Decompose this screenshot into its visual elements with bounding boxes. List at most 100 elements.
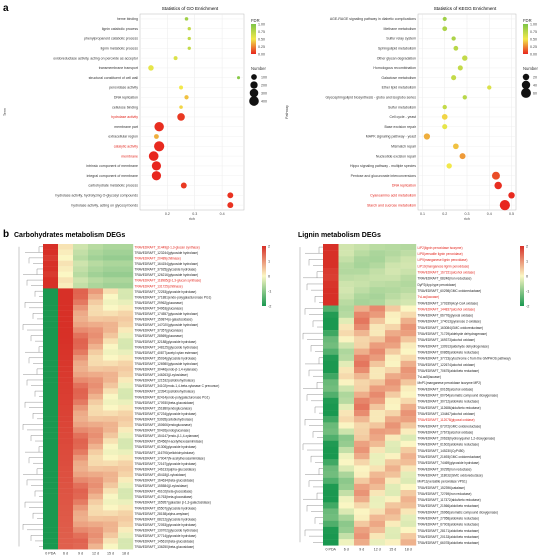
carb-heatmap-cell bbox=[118, 404, 134, 411]
lignin-gene-label: MnP1(manganese peroxidase isozyme MP2) bbox=[418, 381, 482, 385]
carb-heatmap-cell bbox=[88, 316, 104, 322]
lignin-gene-label: LiP8(versatile lignin peroxidase) bbox=[418, 252, 463, 256]
carb-heatmap-cell bbox=[88, 449, 104, 456]
carb-gene-label: TRAVEDRAFT_146133(alpha-glucosidase) bbox=[135, 467, 196, 471]
carb-heatmap-cell bbox=[118, 321, 134, 328]
go-legend-number-label: 200 bbox=[261, 83, 267, 87]
carb-heatmap-cell bbox=[103, 454, 119, 461]
carb-heatmap-cell bbox=[58, 321, 74, 328]
go-data-point bbox=[184, 17, 189, 21]
carb-gene-label: TRAVEDRAFT_146263(β-xylosidase) bbox=[135, 373, 188, 377]
lignin-heatmap-cell bbox=[369, 483, 386, 491]
lignin-heatmap-cell bbox=[385, 502, 401, 509]
carb-heatmap-cell bbox=[73, 349, 89, 356]
carb-heatmap-cell bbox=[88, 327, 104, 333]
lignin-heatmap-cell bbox=[369, 354, 386, 362]
carb-heatmap-cell bbox=[88, 244, 104, 250]
lignin-heatmap-cell bbox=[323, 453, 339, 460]
lignin-heatmap-cell bbox=[338, 446, 355, 454]
lignin-heatmap-cell bbox=[338, 280, 355, 288]
carb-heatmap-cell bbox=[118, 316, 134, 322]
carb-heatmap-cell bbox=[103, 527, 119, 533]
carb-heatmap-cell bbox=[118, 416, 134, 422]
lignin-heatmap-cell bbox=[369, 336, 386, 343]
carb-heatmap-cell bbox=[73, 271, 89, 278]
carb-gene-label: TRAVEDRAFT_61306(glycoside hydrolase) bbox=[135, 445, 197, 449]
kegg-legend-fdr-tick: 0.75 bbox=[530, 30, 537, 34]
lignin-heatmap-cell bbox=[338, 348, 355, 355]
carb-heatmap-cell bbox=[88, 410, 104, 417]
carb-heatmap-cell bbox=[88, 399, 104, 406]
lignin-heatmap-cell bbox=[369, 471, 386, 478]
carb-heatmap-cell bbox=[103, 399, 119, 406]
kegg-data-point bbox=[423, 133, 431, 140]
lignin-gene-label: TRAVEDRAFT_72769(iron reductase) bbox=[418, 492, 472, 496]
lignin-heatmap-cell bbox=[385, 508, 401, 515]
carb-gene-label: TRAVEDRAFT_32188(glycoside hydrolase) bbox=[135, 340, 197, 344]
lignin-heatmap-cell bbox=[400, 342, 417, 349]
carb-heatmap-cell bbox=[73, 532, 89, 539]
carb-heatmap-cell bbox=[58, 288, 74, 295]
lignin-heatmap-cell bbox=[385, 410, 401, 417]
go-data-point bbox=[173, 56, 178, 61]
carb-heatmap-cell bbox=[73, 305, 89, 311]
carb-heatmap-cell bbox=[43, 316, 59, 322]
kegg-x-tick-label: 0.5 bbox=[509, 212, 514, 216]
lignin-heatmap-cell bbox=[354, 465, 370, 472]
carb-heatmap-cell bbox=[103, 432, 119, 439]
carb-gene-label: TRAVEDRAFT_45418(β-xylosidase) bbox=[135, 473, 187, 477]
carb-heatmap-cell bbox=[88, 382, 104, 389]
carb-heatmap-cell bbox=[58, 266, 74, 272]
carb-heatmap-cell bbox=[58, 371, 74, 378]
kegg-term-label: Homologous recombination bbox=[373, 66, 416, 70]
carb-heatmap-cell bbox=[43, 349, 59, 356]
lignin-heatmap-cell bbox=[385, 533, 401, 540]
carb-heatmap-cell bbox=[43, 327, 59, 333]
go-plot-area bbox=[139, 13, 245, 211]
lignin-heatmap-cell bbox=[323, 336, 339, 343]
carb-scale-tick: -1 bbox=[268, 289, 271, 293]
lignin-heatmap-cell bbox=[400, 446, 417, 454]
go-data-point bbox=[154, 141, 165, 152]
carb-gene-label: TRAVEDRAFT_65507(glycoside hydrolase) bbox=[135, 506, 197, 510]
carb-heatmap-cell bbox=[58, 416, 74, 422]
go-legend-number-title: Number bbox=[251, 66, 266, 71]
carb-heatmap-cell bbox=[73, 260, 89, 267]
lignin-gene-label: TRAVEDRAFT_71729(aldehyde dehydrogenase) bbox=[418, 332, 488, 336]
lignin-scale-tick: 2 bbox=[526, 244, 528, 248]
lignin-heatmap-cell bbox=[338, 465, 355, 472]
go-legend-fdr-title: FDR bbox=[251, 18, 260, 23]
lignin-gene-label: TRAVEDRAFT_169373(alcohol oxidase) bbox=[418, 338, 476, 342]
carb-gene-label: TRAVEDRAFT_34102(endo-1,4-beta-xylanase … bbox=[135, 384, 220, 388]
kegg-term-label: Hippo signaling pathway - multiple speci… bbox=[350, 164, 416, 168]
carb-heatmap-cell bbox=[58, 255, 74, 261]
carb-heatmap-cell bbox=[118, 377, 134, 383]
carb-heatmap-cell bbox=[58, 366, 74, 372]
carb-heatmap-cell bbox=[103, 310, 119, 317]
carb-heatmap-cell bbox=[43, 471, 59, 478]
lignin-heatmap-cell bbox=[400, 422, 417, 429]
lignin-heatmap-cell bbox=[385, 299, 401, 306]
carb-gene-label: TRAVEDRAFT_151880(endoglucanase) bbox=[135, 406, 192, 410]
carb-heatmap-cell bbox=[58, 543, 74, 550]
carb-heatmap-cell bbox=[103, 416, 119, 422]
kegg-data-point bbox=[487, 85, 492, 90]
lignin-heatmap-cell bbox=[338, 403, 355, 411]
carb-heatmap-cell bbox=[43, 521, 59, 528]
lignin-heatmap-cell bbox=[385, 434, 401, 441]
lignin-gene-label: MnP11(versatile peroxidase VPS1) bbox=[418, 480, 467, 484]
lignin-heatmap-cell bbox=[400, 440, 417, 448]
kegg-legend-number-label: 20 bbox=[533, 75, 537, 79]
lignin-heatmap-cell bbox=[385, 514, 401, 521]
carb-gene-label: TRAVEDRAFT_165957(galactan β-1,3-galacto… bbox=[135, 501, 211, 505]
carb-heatmap-cell bbox=[43, 460, 59, 467]
carb-heatmap-cell bbox=[73, 338, 89, 345]
lignin-heatmap-cell bbox=[369, 280, 386, 288]
lignin-heatmap-cell bbox=[323, 397, 339, 405]
carb-heatmap-cell bbox=[43, 266, 59, 272]
lignin-heatmap-cell bbox=[338, 459, 355, 466]
carb-heatmap-cell bbox=[43, 527, 59, 533]
lignin-heatmap-cell bbox=[400, 502, 417, 509]
lignin-heatmap-cell bbox=[400, 477, 417, 485]
go-legend-number-label: 100 bbox=[261, 75, 267, 79]
